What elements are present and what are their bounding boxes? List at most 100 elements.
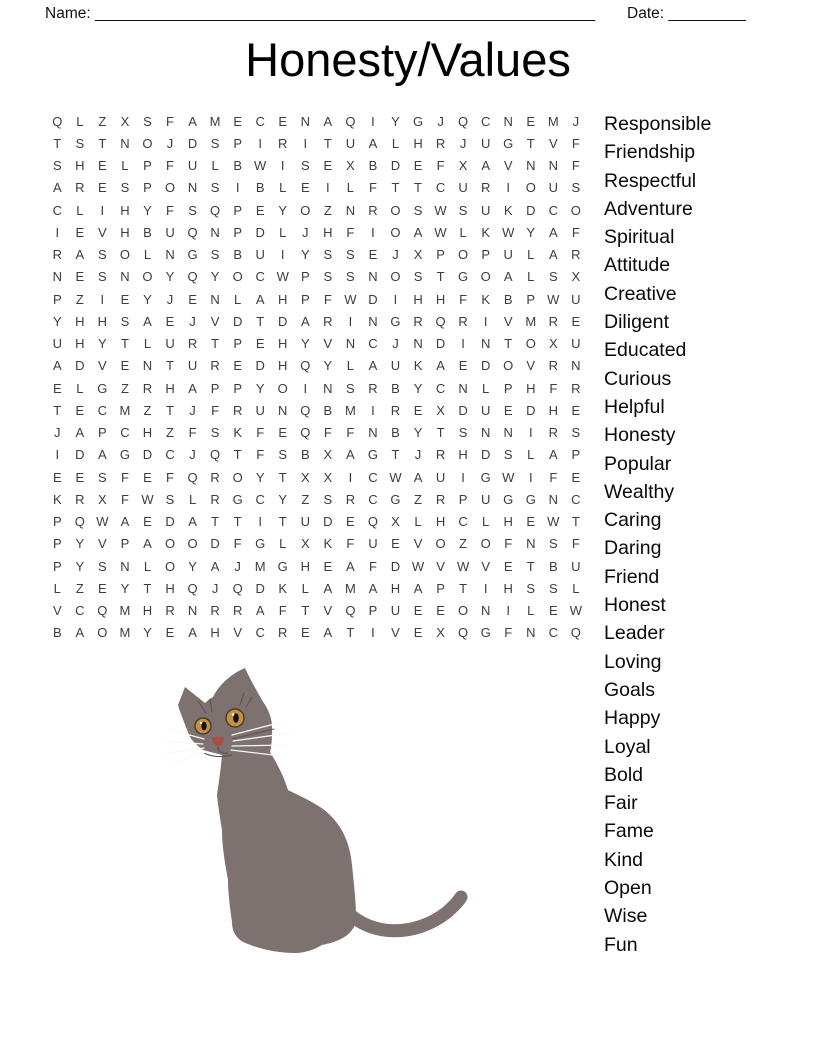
grid-letter: H [75, 313, 85, 329]
grid-letter: F [120, 491, 129, 507]
grid-letter: T [301, 603, 310, 619]
grid-letter: O [480, 269, 491, 285]
grid-letter: S [210, 425, 220, 441]
word-list-item: Adventure [604, 197, 693, 220]
grid-letter: H [323, 224, 333, 240]
grid-letter: Q [52, 113, 63, 129]
grid-letter: A [436, 358, 445, 374]
grid-letter: T [211, 336, 220, 352]
grid-letter: T [391, 447, 400, 463]
grid-letter: N [210, 291, 220, 307]
grid-letter: I [371, 224, 375, 240]
grid-letter: S [143, 113, 152, 129]
grid-letter: H [120, 202, 130, 218]
word-list-item: Diligent [604, 311, 670, 334]
grid-letter: E [143, 514, 152, 530]
cat-whiskers [161, 720, 291, 764]
grid-letter: X [300, 469, 310, 485]
grid-letter: S [503, 447, 513, 463]
grid-letter: Y [120, 580, 130, 596]
grid-letter: R [210, 469, 220, 485]
word-list-item: Daring [604, 537, 662, 560]
grid-letter: J [437, 113, 444, 129]
grid-letter: I [461, 469, 465, 485]
grid-letter: P [503, 380, 513, 396]
grid-letter: Y [143, 291, 152, 307]
grid-letter: G [232, 491, 243, 507]
grid-letter: F [166, 202, 174, 218]
grid-letter: O [390, 202, 401, 218]
grid-letter: A [323, 625, 333, 641]
grid-letter: J [54, 425, 61, 441]
grid-letter: C [75, 603, 85, 619]
grid-letter: R [165, 603, 175, 619]
grid-letter: E [571, 313, 581, 329]
grid-letter: N [300, 113, 310, 129]
grid-letter: R [548, 358, 558, 374]
grid-letter: E [323, 558, 333, 574]
grid-letter: F [323, 425, 332, 441]
cat-eyebrow-whiskers [197, 692, 275, 740]
grid-letter: E [300, 180, 310, 196]
grid-letter: O [232, 469, 243, 485]
grid-letter: K [481, 291, 490, 307]
grid-letter: L [121, 158, 129, 174]
grid-letter: U [390, 603, 401, 619]
grid-letter: N [278, 402, 288, 418]
grid-letter: Q [300, 425, 311, 441]
grid-letter: J [189, 447, 196, 463]
grid-letter: S [120, 180, 130, 196]
grid-letter: O [119, 247, 130, 263]
grid-letter: F [436, 158, 445, 174]
grid-letter: A [346, 447, 355, 463]
grid-letter: B [391, 425, 400, 441]
grid-letter: L [572, 580, 580, 596]
grid-letter: E [368, 247, 378, 263]
grid-letter: D [435, 336, 446, 352]
grid-letter: U [255, 402, 265, 418]
grid-letter: D [210, 536, 220, 552]
grid-letter: X [300, 536, 310, 552]
grid-letter: I [100, 291, 105, 307]
grid-letter: U [165, 224, 175, 240]
grid-letter: T [504, 336, 513, 352]
cat-mouth [203, 746, 233, 758]
grid-letter: V [436, 558, 445, 574]
grid-letter: N [368, 425, 378, 441]
grid-letter: W [344, 291, 357, 307]
grid-letter: E [413, 625, 423, 641]
grid-letter: E [75, 269, 85, 285]
grid-letter: Y [413, 425, 423, 441]
grid-letter: X [436, 625, 445, 641]
grid-letter: L [346, 180, 354, 196]
grid-letter: Q [232, 580, 243, 596]
grid-letter: O [435, 536, 446, 552]
grid-letter: E [300, 625, 310, 641]
grid-letter: J [166, 135, 174, 151]
grid-letter: T [278, 514, 287, 530]
grid-letter: T [211, 514, 220, 530]
grid-letter: I [235, 180, 240, 196]
grid-letter: S [323, 491, 333, 507]
grid-letter: E [526, 113, 536, 129]
grid-letter: D [255, 580, 265, 596]
grid-letter: U [300, 514, 310, 530]
grid-letter: A [143, 313, 152, 329]
grid-letter: S [323, 269, 333, 285]
grid-letter: I [55, 447, 60, 463]
grid-letter: D [390, 558, 401, 574]
grid-letter: M [209, 113, 221, 129]
grid-letter: G [367, 447, 378, 463]
grid-letter: W [141, 491, 154, 507]
grid-letter: N [120, 135, 130, 151]
grid-letter: A [346, 558, 355, 574]
grid-letter: T [143, 580, 152, 596]
grid-letter: M [119, 625, 131, 641]
grid-letter: J [211, 580, 219, 596]
grid-letter: Z [75, 291, 84, 307]
grid-letter: X [436, 402, 445, 418]
grid-letter: R [278, 135, 288, 151]
grid-letter: E [503, 558, 513, 574]
